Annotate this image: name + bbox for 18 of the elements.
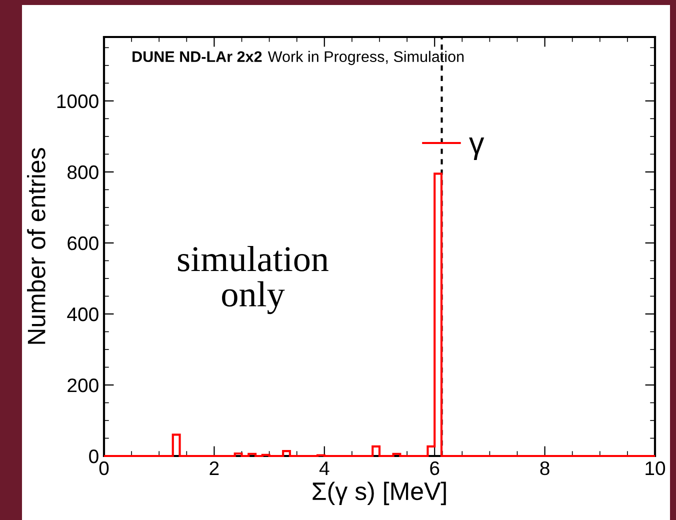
legend-label: γ (469, 138, 484, 160)
y-tick-label: 200 (68, 378, 98, 392)
x-tick-label: 10 (646, 461, 666, 476)
y-tick-label: 800 (68, 165, 98, 180)
y-tick-label: 600 (68, 236, 98, 250)
x-tick-label: 4 (319, 462, 330, 475)
x-tick-label: 0 (99, 461, 109, 476)
y-tick-label: 0 (89, 449, 98, 464)
y-tick-label: 1000 (57, 94, 98, 108)
x-axis-title: Σ(γ s) [MeV] (312, 482, 446, 506)
y-axis-title: Number of entries (27, 148, 46, 344)
x-tick-label: 2 (210, 461, 219, 475)
x-tick-label: 8 (540, 461, 550, 476)
y-tick-label: 400 (67, 307, 98, 322)
annotation: DUNE ND-LAr 2x2 (132, 51, 262, 62)
x-tick-label: 6 (430, 461, 440, 476)
annotation: simulation only (178, 246, 328, 314)
annotation: Work in Progress, Simulation (268, 50, 464, 66)
